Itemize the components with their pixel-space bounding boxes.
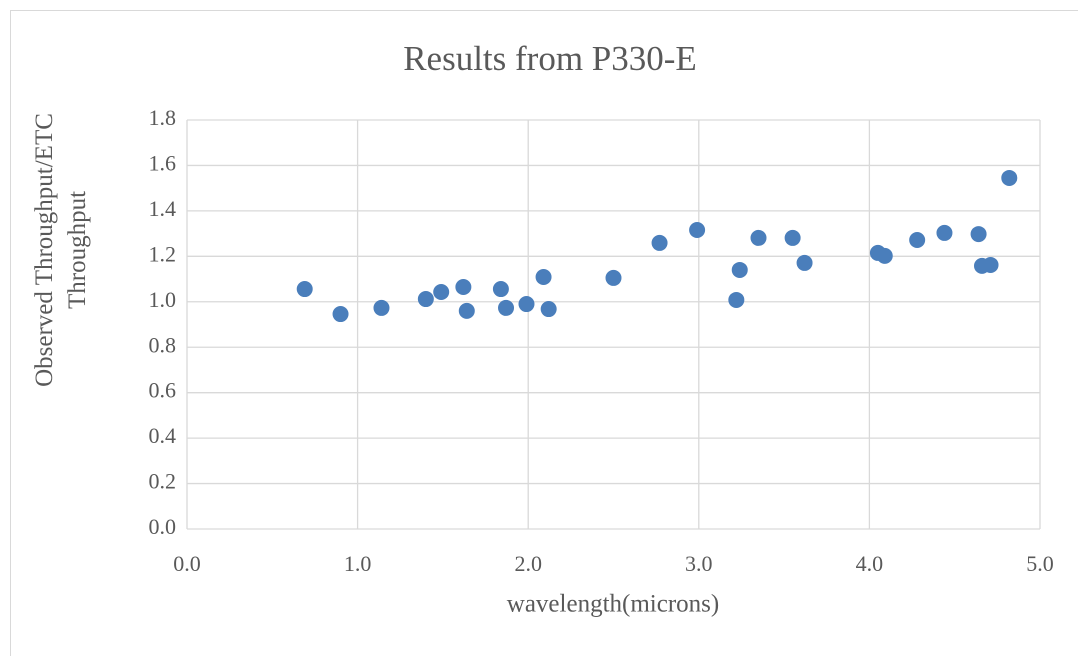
y-tick-label: 1.8 xyxy=(149,105,177,130)
y-tick-label: 0.6 xyxy=(149,378,177,403)
y-tick-label: 0.0 xyxy=(149,514,177,539)
point xyxy=(492,281,509,298)
x-tick-label: 2.0 xyxy=(514,551,542,576)
point xyxy=(936,224,953,241)
point xyxy=(373,299,390,316)
point xyxy=(296,281,313,298)
point xyxy=(518,296,535,313)
point xyxy=(1001,169,1018,186)
y-tick-label: 1.4 xyxy=(149,196,177,221)
point xyxy=(970,226,987,243)
point xyxy=(796,254,813,271)
point xyxy=(731,261,748,278)
y-tick-label: 1.0 xyxy=(149,287,177,312)
y-tick-label: 1.6 xyxy=(149,150,177,175)
point xyxy=(750,229,767,246)
x-tick-label: 5.0 xyxy=(1026,551,1054,576)
point xyxy=(540,301,557,318)
x-tick-label: 3.0 xyxy=(685,551,713,576)
chart-border xyxy=(10,10,1078,656)
point xyxy=(417,291,434,308)
x-tick-label: 1.0 xyxy=(344,551,372,576)
point xyxy=(498,299,515,316)
point xyxy=(458,302,475,319)
point xyxy=(651,234,668,251)
y-tick-label: 0.2 xyxy=(149,469,177,494)
point xyxy=(909,231,926,248)
point xyxy=(605,269,622,286)
chart-title: Results from P330-E xyxy=(403,39,697,78)
y-tick-label: 0.4 xyxy=(149,423,177,448)
y-axis-label: Observed Throughput/ETC Throughput xyxy=(31,113,91,387)
point xyxy=(455,279,472,296)
point xyxy=(784,229,801,246)
y-tick-label: 0.8 xyxy=(149,332,177,357)
point xyxy=(876,247,893,264)
point xyxy=(728,291,745,308)
point xyxy=(689,221,706,238)
point xyxy=(332,306,349,323)
point xyxy=(433,284,450,301)
point xyxy=(982,256,999,273)
x-tick-label: 4.0 xyxy=(856,551,884,576)
x-axis-label: wavelength(microns) xyxy=(507,591,719,618)
y-tick-label: 1.2 xyxy=(149,241,177,266)
point xyxy=(535,269,552,286)
x-tick-label: 0.0 xyxy=(173,551,201,576)
